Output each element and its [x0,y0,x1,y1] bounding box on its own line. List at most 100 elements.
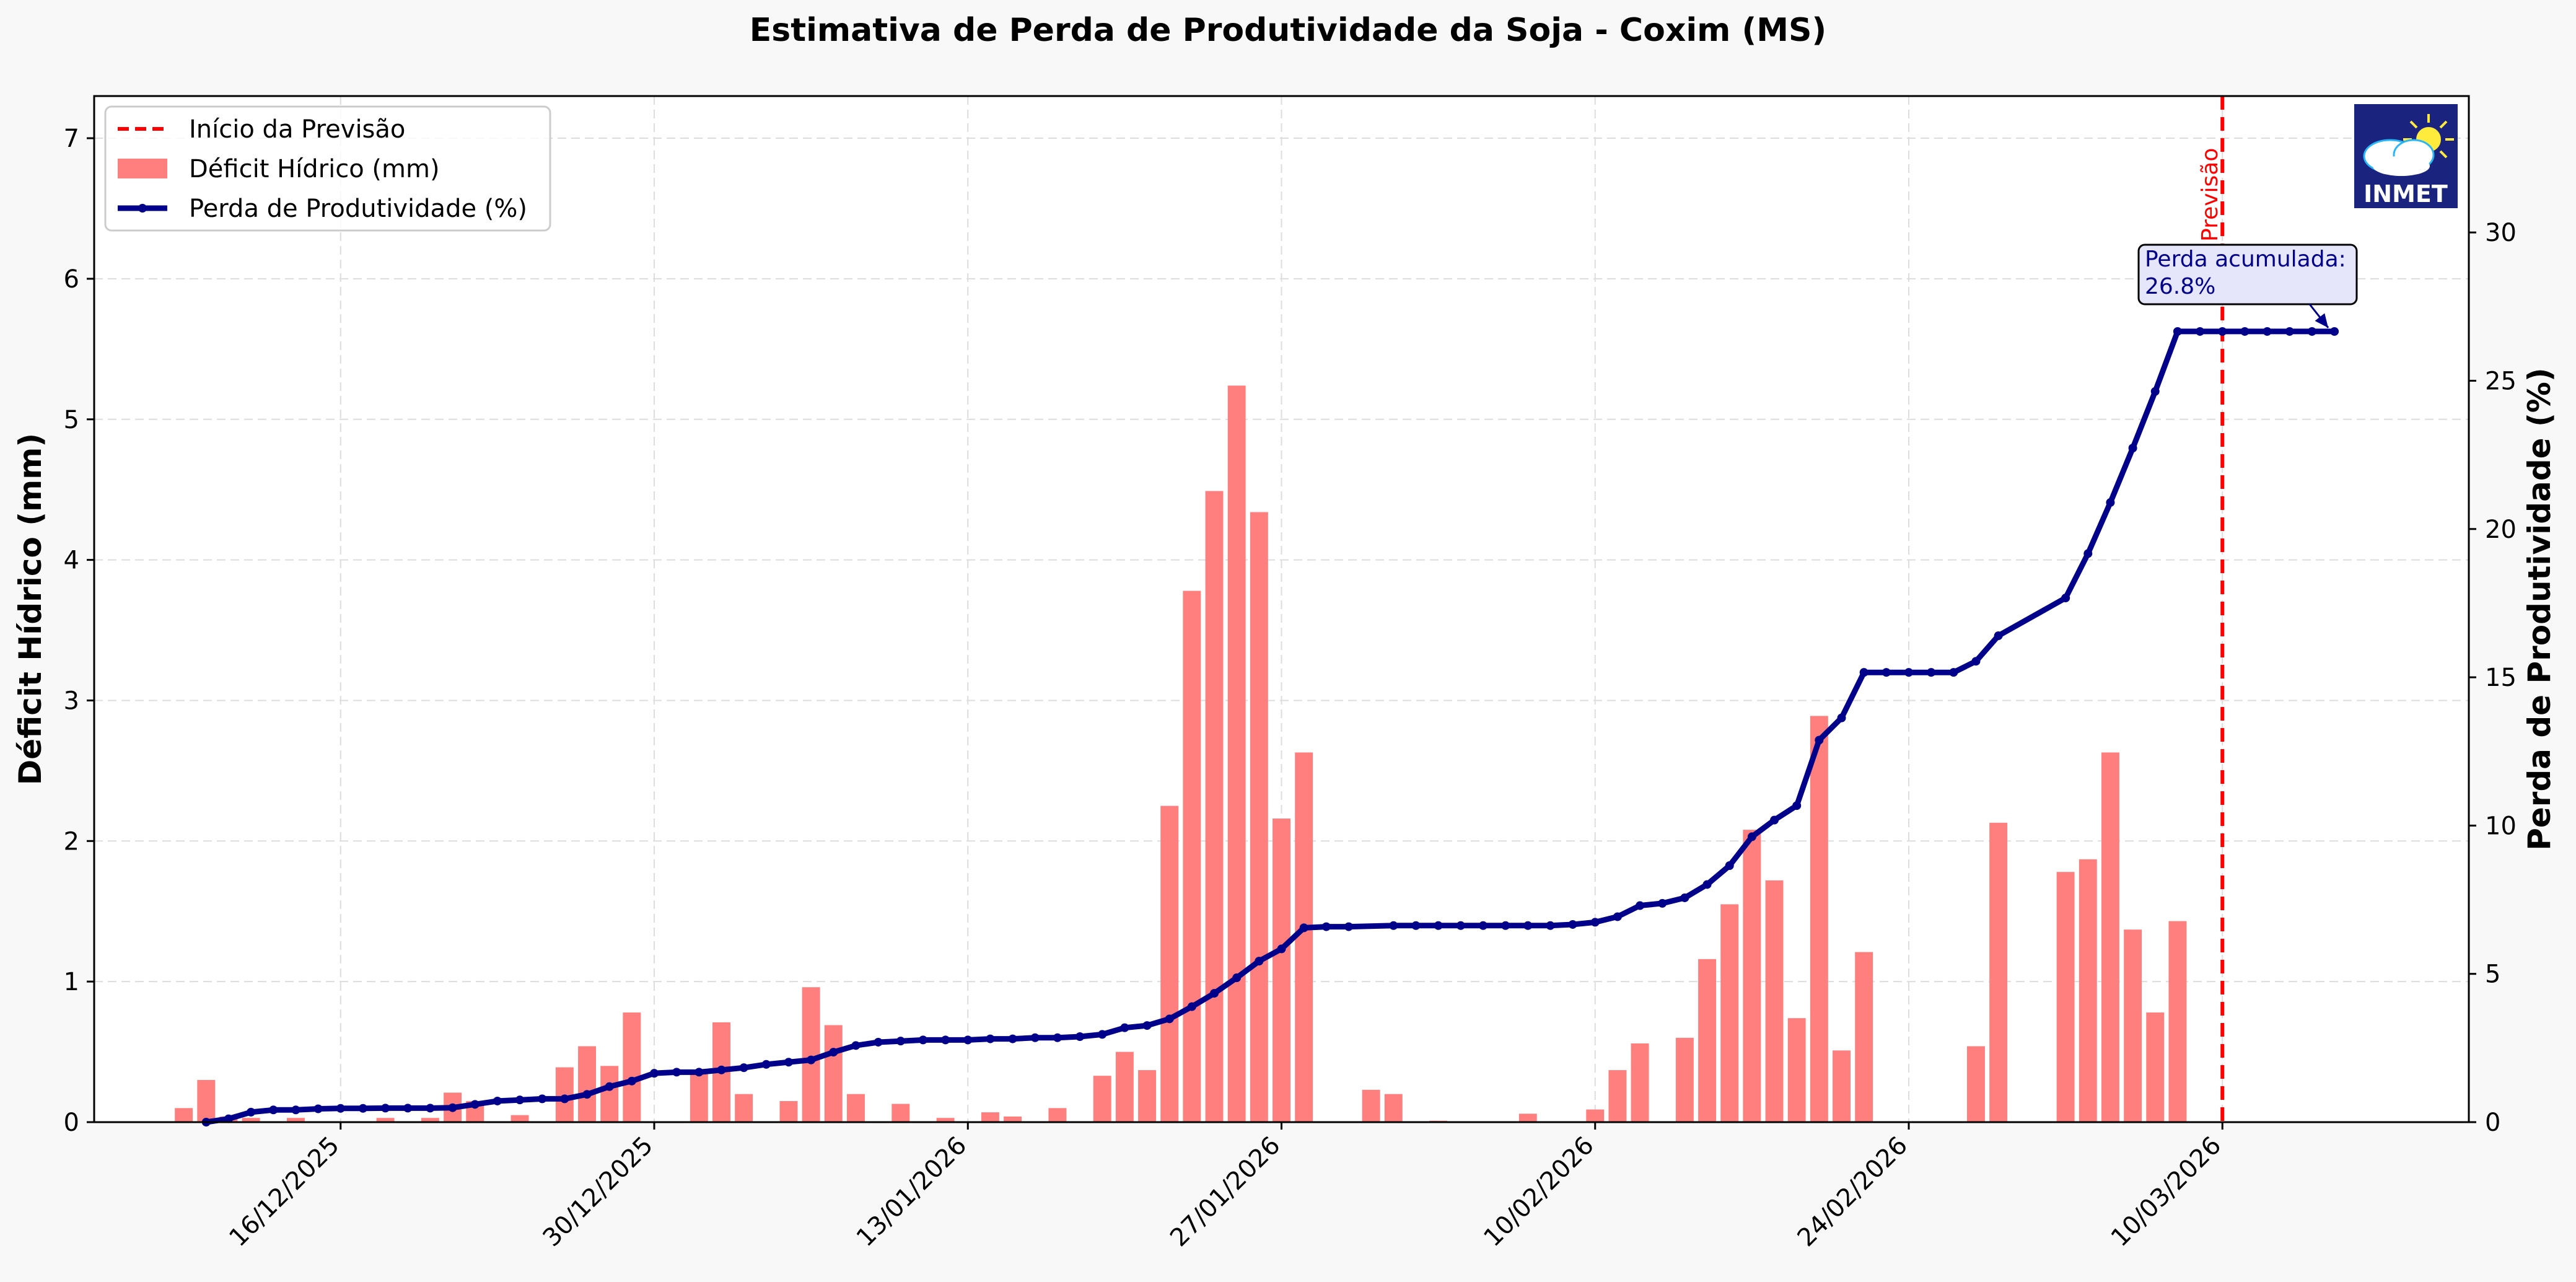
y2-tick-label: 5 [2485,960,2500,989]
deficit-bar [1608,1070,1627,1122]
loss-marker [1255,957,1264,966]
loss-marker [1321,922,1331,931]
chart-title: Estimativa de Perda de Produtividade da … [750,12,1826,49]
line-layer [201,327,2339,1126]
deficit-bar [1004,1116,1022,1122]
deficit-bar [1586,1109,1605,1122]
legend-deficit-label: Déficit Hídrico (mm) [189,155,440,183]
loss-marker [829,1048,838,1057]
deficit-bar [1138,1070,1157,1122]
loss-marker [941,1035,950,1045]
loss-marker [1546,921,1555,930]
deficit-bar [1205,491,1224,1122]
loss-marker [1008,1034,1017,1043]
y-tick-label: 2 [64,827,79,856]
deficit-bar [1787,1018,1806,1122]
annotation-arrowhead [2315,313,2329,328]
loss-marker [247,1107,256,1117]
loss-marker [1770,815,1779,825]
deficit-bar [1227,385,1246,1122]
loss-marker [313,1104,323,1113]
deficit-bar [1833,1050,1851,1122]
loss-marker [1725,861,1734,870]
deficit-bar [2124,929,2142,1122]
loss-marker [1882,668,1891,677]
loss-marker [2173,327,2182,336]
deficit-bar [1675,1037,1694,1122]
loss-marker [470,1100,480,1109]
loss-marker [851,1041,861,1050]
cloud-icon [2363,139,2435,176]
loss-marker [1927,668,1936,677]
loss-marker [2196,327,2205,336]
deficit-bar [1273,819,1290,1122]
loss-marker [224,1114,233,1123]
loss-marker [672,1068,681,1077]
deficit-bar [2146,1012,2165,1122]
deficit-bar [175,1108,193,1122]
loss-marker [1837,713,1846,722]
loss-marker [1076,1032,1085,1041]
deficit-bar [1631,1043,1649,1122]
loss-marker [1165,1014,1174,1024]
loss-marker [1478,921,1487,930]
legend-deficit-swatch [118,159,167,178]
deficit-bar [981,1112,999,1122]
loss-marker [2285,327,2294,336]
deficit-bar [690,1073,708,1122]
deficit-bar [376,1118,395,1122]
deficit-bar [1183,591,1201,1122]
loss-marker [2240,327,2250,336]
deficit-bar [1698,959,1717,1122]
deficit-bar [1295,752,1313,1122]
loss-marker [717,1065,726,1074]
loss-marker [1187,1002,1196,1011]
deficit-bar [735,1094,753,1122]
loss-marker [2061,594,2070,603]
deficit-bar [1765,880,1784,1122]
loss-marker [1389,921,1398,930]
annotation-box [2137,244,2358,305]
loss-marker [1277,944,1286,954]
loss-marker [1949,668,1958,677]
y-tick-label: 7 [64,125,79,153]
y-tick-label: 4 [64,547,79,575]
loss-marker [874,1037,883,1047]
deficit-bar [2079,859,2097,1122]
loss-marker [605,1082,614,1091]
loss-annotation: Perda acumulada: 26.8% [2137,244,2358,328]
deficit-bar [936,1118,955,1122]
loss-marker [739,1063,748,1073]
deficit-bar [1384,1094,1403,1122]
y-tick-label: 0 [64,1109,79,1137]
loss-marker [2106,498,2115,507]
y-axis-title: Déficit Hídrico (mm) [12,433,48,785]
loss-marker [1142,1021,1152,1030]
loss-marker [1053,1033,1062,1042]
loss-marker [1098,1030,1107,1039]
loss-marker [426,1104,435,1113]
loss-marker [986,1034,995,1043]
y2-tick-label: 30 [2485,219,2517,247]
y2-tick-label: 25 [2485,367,2517,395]
loss-marker [963,1035,973,1045]
loss-marker [538,1094,547,1104]
loss-marker [1299,923,1308,933]
loss-marker [627,1076,636,1086]
loss-marker [1613,912,1622,921]
loss-marker [1747,832,1756,841]
loss-marker [448,1103,457,1112]
annotation-line1: Perda acumulada: [2145,247,2346,272]
loss-marker [269,1105,278,1115]
deficit-bar [1967,1046,1985,1122]
loss-marker [1120,1023,1129,1032]
loss-marker [381,1104,390,1113]
deficit-bar [1855,952,1873,1122]
deficit-bar [2168,921,2187,1122]
y2-tick-label: 0 [2485,1109,2500,1137]
loss-marker [2330,327,2339,336]
legend-loss-marker [138,204,147,213]
y2-tick-label: 20 [2485,516,2517,544]
deficit-bar [1720,904,1739,1122]
loss-marker [1456,921,1465,930]
